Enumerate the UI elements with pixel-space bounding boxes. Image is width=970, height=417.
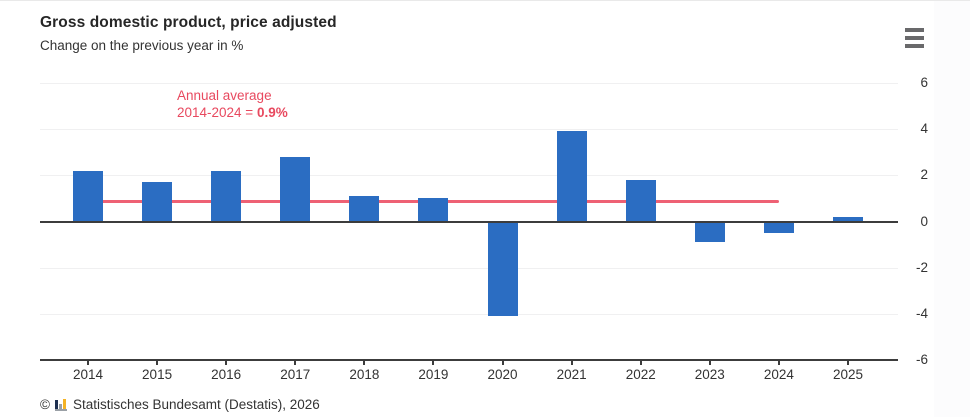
bar-2017[interactable]	[280, 156, 311, 222]
bar-2024[interactable]	[763, 222, 794, 234]
x-tick	[639, 360, 642, 365]
bar-2016[interactable]	[211, 170, 242, 222]
x-tick	[570, 360, 573, 365]
x-tick-label-2018: 2018	[349, 367, 380, 382]
average-annotation-line2: 2014-2024 = 0.9%	[177, 105, 288, 120]
x-axis-line	[40, 359, 898, 361]
x-tick-label-2015: 2015	[142, 367, 173, 382]
bar-2023[interactable]	[694, 222, 725, 243]
bar-2022[interactable]	[625, 179, 656, 222]
y-tick-label: -6	[915, 352, 928, 367]
average-annotation-line1: Annual average	[177, 88, 272, 103]
x-tick	[156, 360, 159, 365]
bar-2015[interactable]	[142, 182, 173, 222]
destatis-logo-icon	[54, 398, 68, 411]
x-tick-label-2024: 2024	[763, 367, 794, 382]
x-tick	[501, 360, 504, 365]
x-tick-label-2019: 2019	[418, 367, 449, 382]
bar-2021[interactable]	[556, 131, 587, 222]
source-text: Statistisches Bundesamt (Destatis), 2026	[72, 397, 320, 412]
bar-2019[interactable]	[418, 198, 449, 222]
y-tick-label: 2	[920, 167, 928, 183]
bar-2020[interactable]	[487, 222, 518, 317]
hamburger-bar	[905, 28, 924, 32]
copyright-symbol: ©	[40, 397, 50, 412]
x-tick-label-2014: 2014	[72, 367, 104, 382]
y-tick-label: 0	[920, 213, 928, 229]
x-tick-label-2020: 2020	[487, 367, 518, 382]
x-tick-label-2017: 2017	[280, 367, 311, 382]
x-tick	[294, 360, 297, 365]
x-tick	[363, 360, 366, 365]
average-value: 0.9%	[256, 105, 288, 120]
x-tick-label-2022: 2022	[625, 367, 656, 382]
plot-area	[40, 83, 898, 361]
gridline	[40, 175, 898, 177]
y-tick-label: 6	[920, 75, 928, 90]
x-tick	[708, 360, 711, 365]
x-tick-label-2025: 2025	[832, 367, 863, 382]
x-tick-label-2023: 2023	[694, 367, 725, 382]
zero-line	[40, 220, 898, 223]
y-tick-label: 4	[920, 121, 928, 137]
hamburger-bar	[905, 44, 924, 48]
x-tick	[432, 360, 435, 365]
gridline	[40, 267, 898, 269]
bar-2014[interactable]	[73, 170, 103, 222]
gridline	[40, 129, 898, 131]
x-tick	[87, 360, 89, 365]
source-note: © Statistisches Bundesamt (Destatis), 20…	[40, 397, 320, 412]
y-tick-label: -2	[915, 259, 928, 275]
gridline	[40, 83, 898, 84]
average-annotation: Annual average 2014-2024 = 0.9%	[177, 87, 288, 121]
x-tick-label-2021: 2021	[556, 367, 587, 382]
chart-subtitle: Change on the previous year in %	[40, 38, 244, 53]
chart-title: Gross domestic product, price adjusted	[40, 14, 337, 31]
hamburger-bar	[905, 36, 924, 40]
y-tick-label: -4	[915, 305, 928, 321]
x-tick-label-2016: 2016	[211, 367, 242, 382]
page-background-band	[934, 1, 970, 417]
bar-2018[interactable]	[349, 196, 380, 222]
gridline	[40, 313, 898, 315]
x-tick	[777, 360, 780, 365]
bar-2025[interactable]	[832, 216, 863, 222]
x-tick	[225, 360, 228, 365]
x-tick	[846, 360, 849, 365]
hamburger-menu-icon[interactable]	[905, 28, 924, 48]
